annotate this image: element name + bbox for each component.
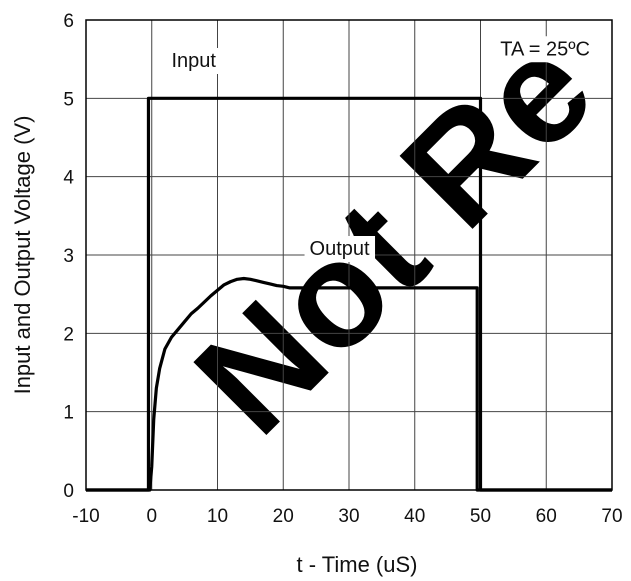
axes xyxy=(85,19,613,491)
x-axis-label: t - Time (uS) xyxy=(296,552,417,577)
x-tick-label: 50 xyxy=(470,506,491,527)
y-tick-label: 0 xyxy=(63,481,74,502)
y-tick-label: 2 xyxy=(63,324,74,345)
x-tick-label: 10 xyxy=(207,506,228,527)
x-tick-label: 40 xyxy=(404,506,425,527)
annotations: Input Output TA = 25ºC xyxy=(166,36,595,262)
watermark-text: Not Re xyxy=(163,4,624,465)
annotation: Input xyxy=(166,48,222,74)
y-tick-label: 1 xyxy=(63,403,74,424)
x-tick-label: 0 xyxy=(146,506,157,527)
annotation: TA = 25ºC xyxy=(495,36,595,63)
x-tick-label: 70 xyxy=(601,506,622,527)
y-tick-label: 6 xyxy=(63,11,74,32)
x-tick-label: -10 xyxy=(72,506,99,527)
svg-text:TA = 25ºC: TA = 25ºC xyxy=(500,38,590,60)
svg-text:Output: Output xyxy=(310,238,370,260)
annotation: Output xyxy=(304,236,376,262)
x-tick-label: 60 xyxy=(536,506,557,527)
y-tick-label: 5 xyxy=(63,89,74,110)
tick-labels: -10 0 10 20 30 40 50 60 70 0 1 2 3 4 5 6 xyxy=(63,11,622,527)
plot-frame xyxy=(85,19,613,491)
series-line-output xyxy=(86,276,612,492)
svg-text:Input: Input xyxy=(171,50,216,72)
y-tick-label: 4 xyxy=(63,168,74,189)
y-axis-label: Input and Output Voltage (V) xyxy=(10,116,35,395)
x-tick-label: 30 xyxy=(338,506,359,527)
y-tick-label: 3 xyxy=(63,246,74,267)
x-tick-label: 20 xyxy=(273,506,294,527)
